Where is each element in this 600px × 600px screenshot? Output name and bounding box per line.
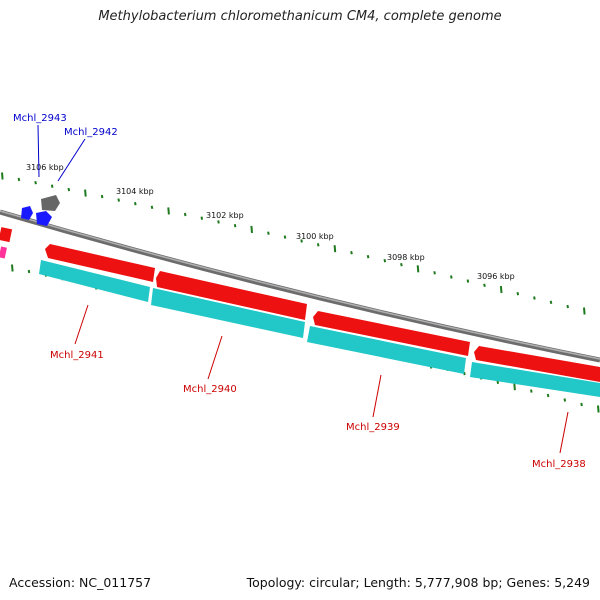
- minor-tick: [566, 304, 569, 309]
- gene-label-mchl-2938[interactable]: Mchl_2938: [532, 459, 586, 470]
- minor-tick: [516, 292, 520, 296]
- major-tick: [597, 405, 600, 413]
- genome-backbone: [0, 209, 600, 363]
- minor-tick: [134, 202, 137, 206]
- scale-label-3102: 3102 kbp: [206, 211, 244, 220]
- major-tick: [84, 189, 87, 197]
- cyan-gene-3[interactable]: [307, 326, 466, 374]
- gene-label-mchl-2942[interactable]: Mchl_2942: [64, 127, 118, 138]
- minor-tick: [233, 224, 237, 228]
- minor-tick: [483, 283, 486, 287]
- scale-labels: 3106 kbp 3104 kbp 3102 kbp 3100 kbp 3098…: [26, 163, 515, 281]
- minor-tick: [530, 389, 533, 393]
- minor-tick: [450, 275, 453, 279]
- red-gene-2[interactable]: [156, 271, 307, 320]
- minor-tick: [50, 184, 54, 188]
- forward-genes: [0, 195, 60, 259]
- major-tick: [250, 225, 253, 233]
- outer-tick-ring: [1, 172, 586, 315]
- accession-text: Accession: NC_011757: [9, 575, 152, 590]
- scale-label-3098: 3098 kbp: [387, 253, 425, 262]
- gene-grey-shape[interactable]: [41, 195, 60, 211]
- gene-label-mchl-2940[interactable]: Mchl_2940: [183, 384, 237, 395]
- scale-label-3100: 3100 kbp: [296, 232, 334, 241]
- leader-lines: [37, 124, 569, 454]
- minor-tick: [400, 263, 403, 267]
- cyan-gene-1[interactable]: [39, 260, 150, 302]
- minor-tick: [200, 216, 204, 220]
- major-tick: [583, 307, 586, 315]
- minor-tick: [217, 220, 220, 224]
- minor-tick: [383, 259, 387, 263]
- minor-tick: [466, 279, 470, 283]
- minor-tick: [300, 239, 303, 243]
- gene-label-mchl-2939[interactable]: Mchl_2939: [346, 422, 400, 433]
- gene-labels: Mchl_2943 Mchl_2942 Mchl_2941 Mchl_2940 …: [13, 113, 586, 470]
- major-tick: [499, 285, 503, 294]
- gene-label-mchl-2941[interactable]: Mchl_2941: [50, 350, 104, 361]
- major-tick: [1, 172, 4, 180]
- major-tick: [11, 264, 14, 272]
- minor-tick: [283, 235, 287, 239]
- major-tick: [333, 245, 337, 253]
- minor-tick: [496, 380, 500, 384]
- genome-summary-text: Topology: circular; Length: 5,777,908 bp…: [246, 575, 590, 590]
- major-tick: [513, 383, 516, 391]
- scale-label-3096: 3096 kbp: [477, 272, 515, 281]
- cyan-gene-4[interactable]: [470, 362, 600, 397]
- minor-tick: [150, 205, 154, 209]
- minor-tick: [533, 296, 536, 300]
- minor-tick: [27, 269, 31, 274]
- minor-tick: [546, 393, 550, 398]
- minor-tick: [267, 231, 270, 235]
- minor-tick: [316, 243, 320, 247]
- scale-label-3104: 3104 kbp: [116, 187, 154, 196]
- minor-tick: [549, 300, 553, 304]
- gene-left-pink-edge[interactable]: [0, 246, 7, 259]
- cyan-gene-2[interactable]: [151, 288, 305, 338]
- gene-label-mchl-2943[interactable]: Mchl_2943: [13, 113, 67, 124]
- minor-tick: [350, 251, 353, 255]
- minor-tick: [117, 198, 120, 202]
- minor-tick: [67, 187, 71, 192]
- gene-left-red-edge[interactable]: [0, 227, 13, 243]
- gene-mchl-2942-shape[interactable]: [36, 211, 52, 226]
- minor-tick: [17, 177, 21, 182]
- minor-tick: [183, 212, 187, 217]
- minor-tick: [563, 398, 567, 402]
- reverse-cyan-genes: [39, 260, 600, 397]
- minor-tick: [433, 271, 436, 275]
- minor-tick: [463, 371, 466, 376]
- minor-tick: [100, 194, 104, 199]
- minor-tick: [366, 255, 370, 259]
- red-gene-1[interactable]: [45, 244, 155, 282]
- scale-label-3106: 3106 kbp: [26, 163, 64, 172]
- minor-tick: [580, 402, 583, 407]
- map-title: Methylobacterium chloromethanicum CM4, c…: [98, 9, 502, 24]
- gene-mchl-2943-shape[interactable]: [21, 206, 33, 220]
- red-gene-4[interactable]: [474, 346, 600, 382]
- major-tick: [167, 207, 170, 215]
- reverse-red-genes: [45, 244, 600, 382]
- minor-tick: [34, 181, 37, 185]
- red-gene-3[interactable]: [313, 311, 470, 356]
- major-tick: [416, 265, 420, 273]
